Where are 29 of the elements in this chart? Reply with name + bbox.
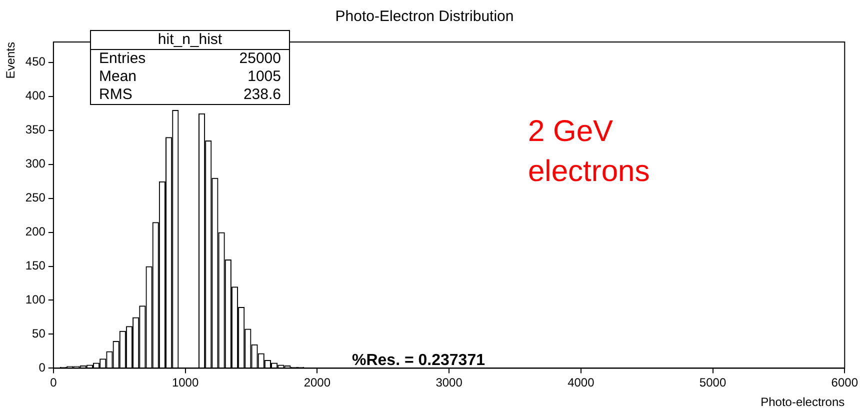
y-tick-label: 300 [25,156,46,171]
annotation: hit_n_hist [91,31,289,50]
y-tick-label: 250 [25,190,46,205]
x-tick-label: 1000 [172,376,199,390]
chart-title: Photo-Electron Distribution [335,8,514,26]
y-tick-label: 450 [25,54,46,69]
y-tick-label: 50 [32,326,46,341]
annotation: 238.6 [243,86,281,104]
annotation: 25000 [239,50,281,68]
annotation: RMS [99,86,132,104]
x-tick-label: 2000 [304,376,331,390]
annotation: 1005 [248,68,281,86]
y-tick-label: 150 [25,258,46,273]
y-tick-label: 350 [25,122,46,137]
y-tick-label: 200 [25,224,46,239]
annotation: %Res. = 0.237371 [352,352,485,370]
x-tick-label: 5000 [699,376,726,390]
x-tick-label: 4000 [568,376,595,390]
x-tick-label: 0 [50,376,58,390]
y-axis-title: Events [4,42,18,79]
annotation: 2 GeV electrons [528,114,651,190]
x-tick-label: 6000 [831,376,858,390]
y-tick-label: 0 [38,360,46,375]
annotation: Entries [99,50,146,68]
annotation: Mean [99,68,137,86]
y-tick-label: 400 [25,88,46,103]
y-tick-label: 100 [25,292,46,307]
x-axis-title: Photo-electrons [760,395,845,410]
x-tick-label: 3000 [436,376,463,390]
